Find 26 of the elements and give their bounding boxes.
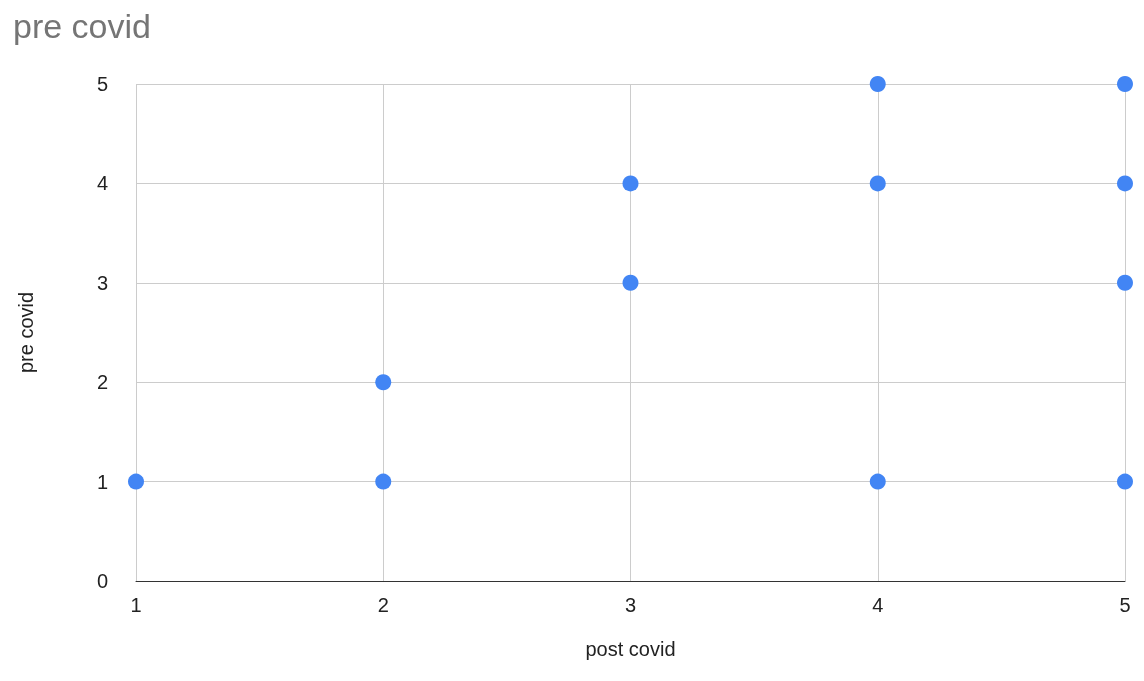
point	[375, 374, 392, 391]
point	[622, 274, 639, 291]
x-tick-label: 1	[130, 594, 142, 616]
y-tick-label: 1	[96, 470, 108, 493]
x-tick-label: 3	[624, 594, 637, 616]
y-tick-label: 3	[96, 271, 108, 294]
y-axis-title: pre covid	[15, 291, 37, 374]
y-tick-label: 5	[96, 73, 108, 95]
x-tick-label: 4	[872, 594, 884, 616]
point	[1117, 76, 1133, 92]
y-tick-label: 0	[96, 570, 108, 592]
y-tick-label: 4	[96, 172, 108, 195]
x-axis-title: post covid	[585, 638, 676, 660]
y-tick-label: 2	[96, 371, 108, 394]
point	[869, 175, 886, 192]
point	[128, 473, 144, 490]
point	[869, 76, 886, 92]
point	[869, 473, 886, 490]
point	[1117, 175, 1133, 192]
point	[1117, 473, 1133, 490]
point	[375, 473, 392, 490]
point	[622, 175, 639, 192]
point	[1117, 274, 1133, 291]
x-tick-label: 2	[377, 594, 389, 616]
x-tick-label: 5	[1119, 594, 1131, 616]
chart-title: pre covid	[13, 7, 151, 45]
